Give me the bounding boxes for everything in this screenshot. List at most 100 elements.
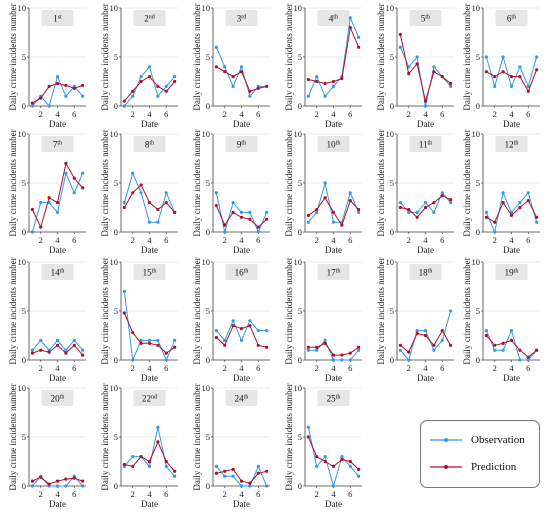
- panel-title-box: [133, 136, 166, 152]
- prediction-point: [449, 81, 453, 86]
- x-tick-label: 4: [423, 235, 428, 245]
- panel-title: 19th: [505, 268, 519, 278]
- y-tick-label: 0: [206, 227, 210, 237]
- observation-point: [164, 358, 168, 362]
- observation-point: [81, 484, 85, 488]
- observation-point: [164, 84, 168, 88]
- y-axis-label: Daily crime incidents number: [462, 129, 472, 236]
- prediction-point: [357, 207, 361, 212]
- x-axis-label: Date: [141, 499, 158, 509]
- observation-point: [331, 220, 336, 224]
- prediction-point: [164, 89, 168, 93]
- prediction-point: [223, 223, 227, 227]
- prediction-point: [535, 215, 539, 219]
- prediction-point: [432, 201, 436, 205]
- prediction-line: [399, 34, 451, 102]
- panel-16: 0 5 10 2 4 6 Date Daily crime incidents number 1…: [192, 257, 270, 383]
- y-tick-label: 0: [476, 355, 480, 365]
- prediction-point: [509, 75, 514, 79]
- y-tick-label: 10: [472, 129, 481, 139]
- y-axis-label: Daily crime incidents number: [8, 257, 18, 364]
- panel-title: 8th: [145, 140, 154, 150]
- y-tick-label: 5: [476, 52, 480, 62]
- prediction-point: [348, 459, 352, 464]
- y-tick-label: 10: [18, 383, 27, 393]
- observation-point: [340, 455, 344, 459]
- prediction-point: [156, 207, 160, 212]
- x-tick-label: 2: [223, 489, 227, 499]
- x-tick-label: 2: [39, 109, 43, 119]
- observation-point: [348, 191, 352, 195]
- prediction-point: [30, 351, 34, 355]
- panel-title-box: [317, 10, 350, 26]
- observation-point: [256, 329, 260, 333]
- prediction-point: [315, 207, 319, 212]
- prediction-point: [122, 99, 126, 103]
- x-tick-label: 4: [423, 109, 428, 119]
- panel-title-box: [495, 264, 528, 280]
- observation-point: [407, 210, 411, 214]
- y-axis-label: Daily crime incidents number: [284, 257, 294, 364]
- observation-point: [248, 210, 252, 214]
- y-tick-label: 0: [390, 227, 394, 237]
- x-tick-label: 2: [407, 363, 411, 373]
- y-tick-label: 0: [22, 101, 26, 111]
- prediction-point: [30, 101, 34, 105]
- y-axis-label: Daily crime incidents number: [8, 3, 18, 110]
- observation-point: [139, 338, 143, 342]
- x-tick-label: 6: [440, 235, 444, 245]
- observation-point: [509, 84, 514, 88]
- y-tick-label: 0: [22, 355, 26, 365]
- prediction-point: [265, 345, 269, 349]
- prediction-point: [231, 324, 235, 328]
- y-tick-label: 5: [22, 52, 26, 62]
- y-axis-label: Daily crime incidents number: [192, 129, 202, 236]
- prediction-point: [484, 70, 488, 74]
- observation-point: [357, 35, 361, 40]
- y-axis-label: Daily crime incidents number: [376, 129, 386, 236]
- panel-title: 16th: [235, 268, 249, 278]
- panel-14: 0 5 10 2 4 6 Date Daily crime incidents number 1…: [8, 257, 86, 383]
- prediction-point: [55, 479, 60, 483]
- x-axis-label: Date: [233, 499, 250, 509]
- y-tick-label: 5: [476, 178, 480, 188]
- y-tick-label: 10: [386, 129, 395, 139]
- observation-point: [526, 191, 530, 195]
- observation-point: [39, 338, 43, 342]
- prediction-point: [340, 353, 344, 357]
- y-tick-label: 0: [390, 101, 394, 111]
- x-tick-label: 2: [315, 489, 319, 499]
- observation-point: [526, 358, 530, 362]
- x-tick-label: 2: [39, 363, 43, 373]
- observation-point: [535, 55, 539, 59]
- prediction-point: [535, 348, 539, 352]
- prediction-point: [122, 205, 126, 210]
- y-axis-label: Daily crime incidents number: [192, 3, 202, 110]
- observation-point: [432, 210, 436, 214]
- prediction-point: [256, 225, 260, 229]
- y-tick-label: 5: [390, 178, 394, 188]
- x-tick-label: 6: [164, 109, 168, 119]
- prediction-line: [308, 25, 360, 85]
- legend-prediction-swatch: [430, 465, 462, 469]
- x-tick-label: 2: [223, 363, 227, 373]
- prediction-point: [39, 475, 43, 479]
- x-tick-label: 6: [164, 489, 168, 499]
- prediction-point: [214, 335, 218, 340]
- prediction-point: [81, 83, 85, 88]
- prediction-point: [173, 79, 177, 84]
- prediction-point: [449, 198, 453, 202]
- panel-19: 0 5 10 2 4 6 Date Daily crime incidents number 1…: [462, 257, 540, 383]
- y-axis-label: Daily crime incidents number: [376, 3, 386, 110]
- observation-point: [30, 230, 34, 234]
- x-axis-label: Date: [417, 119, 434, 129]
- y-tick-label: 10: [18, 257, 27, 267]
- x-axis-label: Date: [49, 119, 66, 129]
- observation-point: [501, 191, 505, 195]
- observation-point: [55, 484, 60, 488]
- observation-point: [231, 84, 235, 88]
- observation-point: [223, 474, 227, 478]
- prediction-point: [72, 176, 76, 180]
- x-axis-label: Date: [503, 245, 520, 255]
- legend-observation-swatch: [430, 438, 462, 442]
